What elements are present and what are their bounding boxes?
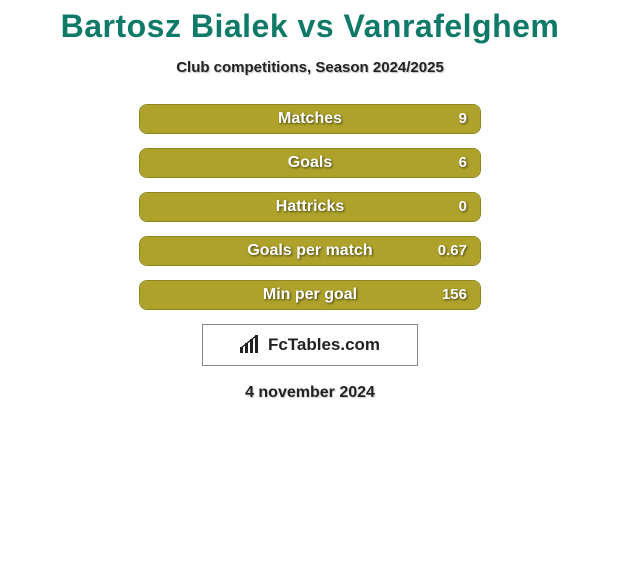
right-value-ellipse <box>514 151 614 175</box>
left-value-ellipse <box>18 151 98 175</box>
stat-row: Matches 9 <box>0 104 620 134</box>
stat-row: Goals per match 0.67 <box>0 236 620 266</box>
bar-label: Hattricks <box>276 192 344 222</box>
bar-value: 0 <box>459 192 467 222</box>
source-logo-text: FcTables.com <box>268 335 380 355</box>
date-label: 4 november 2024 <box>0 384 620 402</box>
bar-label: Goals per match <box>247 236 372 266</box>
left-value-ellipse <box>6 107 110 131</box>
bar-label: Goals <box>288 148 332 178</box>
signal-bars-icon <box>240 335 262 356</box>
infographic-root: Bartosz Bialek vs Vanrafelghem Club comp… <box>0 0 620 580</box>
bar-label: Matches <box>278 104 342 134</box>
source-logo-box: FcTables.com <box>202 324 418 366</box>
subtitle: Club competitions, Season 2024/2025 <box>0 59 620 76</box>
bar-value: 156 <box>442 280 467 310</box>
bar-value: 0.67 <box>438 236 467 266</box>
right-value-ellipse <box>510 107 614 131</box>
page-title: Bartosz Bialek vs Vanrafelghem <box>0 0 620 45</box>
bar-value: 6 <box>459 148 467 178</box>
comparison-bars: Matches 9 Goals 6 Hattricks 0 Goals per match 0… <box>0 104 620 310</box>
stat-row: Hattricks 0 <box>0 192 620 222</box>
bar-value: 9 <box>459 104 467 134</box>
stat-row: Goals 6 <box>0 148 620 178</box>
bar-label: Min per goal <box>263 280 357 310</box>
stat-row: Min per goal 156 <box>0 280 620 310</box>
